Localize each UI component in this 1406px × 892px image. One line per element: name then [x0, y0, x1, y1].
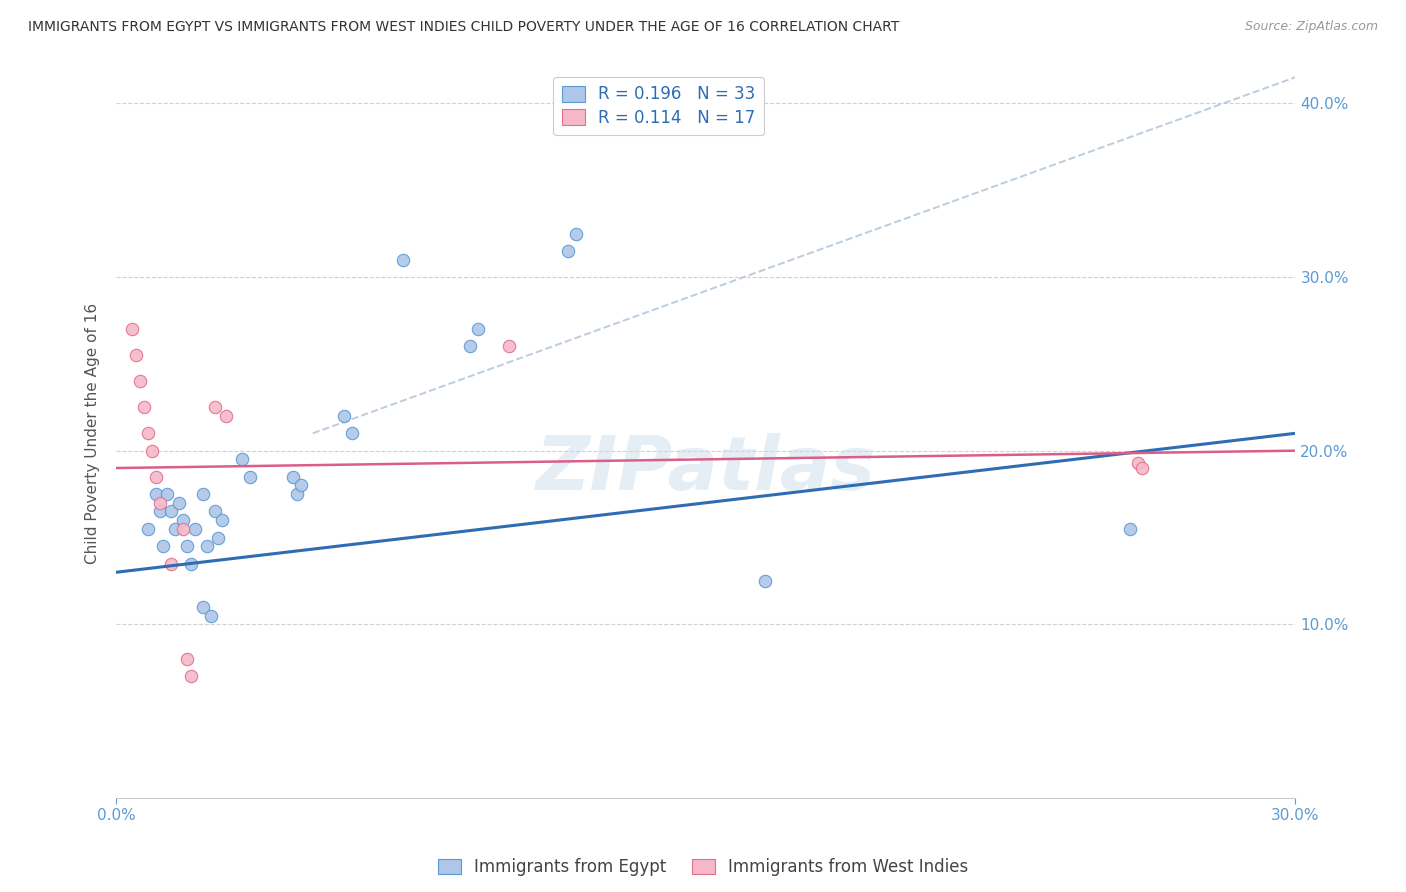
Point [458, 339, 481, 353]
Point [145, 469, 167, 483]
Point [160, 504, 183, 518]
Legend: R = 0.196   N = 33, R = 0.114   N = 17: R = 0.196 N = 33, R = 0.114 N = 17 [554, 77, 763, 136]
Point [152, 539, 174, 553]
Point [1119, 522, 1142, 536]
Point [565, 227, 588, 241]
Point [145, 487, 167, 501]
Point [281, 469, 304, 483]
Point [195, 539, 218, 553]
Point [191, 599, 214, 614]
Point [125, 348, 148, 362]
Y-axis label: Child Poverty Under the Age of 16: Child Poverty Under the Age of 16 [86, 302, 100, 564]
Point [290, 478, 312, 492]
Point [754, 574, 776, 588]
Point [176, 539, 198, 553]
Point [180, 557, 202, 571]
Point [121, 322, 143, 336]
Point [666, 113, 689, 128]
Point [132, 401, 155, 415]
Point [285, 487, 308, 501]
Point [211, 513, 233, 527]
Point [557, 244, 579, 258]
Text: ZIPatlas: ZIPatlas [536, 434, 876, 507]
Point [165, 522, 187, 536]
Point [156, 487, 179, 501]
Point [136, 426, 159, 441]
Point [148, 496, 170, 510]
Point [239, 469, 262, 483]
Point [1128, 456, 1150, 470]
Point [340, 426, 363, 441]
Point [215, 409, 238, 423]
Point [231, 452, 253, 467]
Point [167, 496, 190, 510]
Text: Source: ZipAtlas.com: Source: ZipAtlas.com [1244, 20, 1378, 33]
Point [191, 487, 214, 501]
Point [148, 504, 170, 518]
Point [128, 374, 150, 388]
Point [200, 608, 222, 623]
Point [467, 322, 489, 336]
Text: IMMIGRANTS FROM EGYPT VS IMMIGRANTS FROM WEST INDIES CHILD POVERTY UNDER THE AGE: IMMIGRANTS FROM EGYPT VS IMMIGRANTS FROM… [28, 20, 900, 34]
Point [204, 401, 226, 415]
Point [498, 339, 520, 353]
Point [172, 522, 194, 536]
Point [207, 531, 229, 545]
Point [160, 557, 183, 571]
Point [176, 652, 198, 666]
Point [172, 513, 194, 527]
Point [180, 669, 202, 683]
Point [141, 443, 163, 458]
Legend: Immigrants from Egypt, Immigrants from West Indies: Immigrants from Egypt, Immigrants from W… [430, 851, 976, 882]
Point [204, 504, 226, 518]
Point [333, 409, 356, 423]
Point [392, 252, 415, 267]
Point [184, 522, 207, 536]
Point [1130, 461, 1153, 475]
Point [136, 522, 159, 536]
